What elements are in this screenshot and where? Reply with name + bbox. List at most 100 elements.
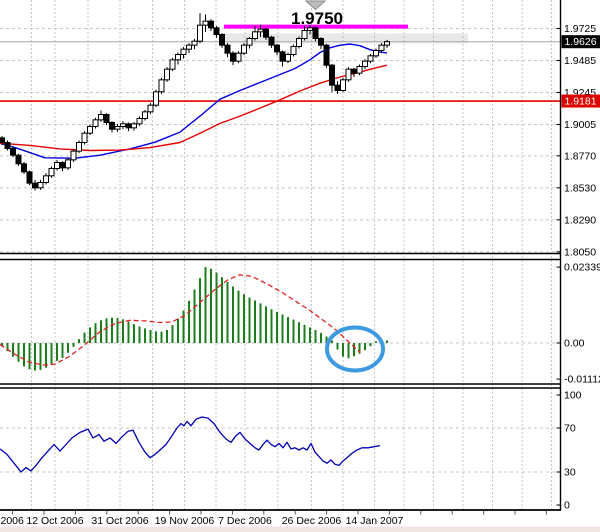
candle-bull <box>81 132 88 144</box>
time-axis-label: 7 Dec 2006 <box>218 515 272 527</box>
candle-bear <box>323 44 330 66</box>
candle-bull <box>147 104 154 113</box>
candle-bull <box>164 68 170 81</box>
price-axis-label: 1.9725 <box>564 23 596 35</box>
osma-axis[interactable]: 0.02339 0.00 -0.01112 <box>556 262 600 386</box>
candle-bull <box>257 28 264 33</box>
candle-bear <box>4 142 11 149</box>
price-axis-label: 1.8290 <box>564 214 596 226</box>
candle-bull <box>197 24 203 42</box>
candle-bear <box>279 51 286 62</box>
oscillator-axis-label: 30 <box>564 467 576 479</box>
time-axis-label: 31 Oct 2006 <box>91 515 148 527</box>
candle-bull <box>301 30 308 39</box>
candle-bull <box>142 111 148 120</box>
candle-bear <box>268 36 275 46</box>
osma-axis-label: 0.02339 <box>564 262 600 274</box>
candle-bear <box>0 137 5 143</box>
candle-bull <box>175 54 181 61</box>
candle-bull <box>307 27 313 32</box>
candle-bear <box>224 44 231 54</box>
current-price-tag: 1.9626 <box>561 35 600 49</box>
candle-bull <box>235 52 242 62</box>
oscillator-axis-label: 70 <box>564 423 576 435</box>
time-axis-label: 26 Dec 2006 <box>282 515 342 527</box>
candle-bull <box>296 38 302 47</box>
window-bottom-strip <box>0 526 600 532</box>
arrow-down-marker[interactable] <box>304 0 327 11</box>
candle-bear <box>230 52 236 62</box>
candle-bull <box>373 50 379 57</box>
highlight-ellipse[interactable] <box>325 325 385 373</box>
price-axis-label: 1.8530 <box>564 182 596 194</box>
candle-bull <box>356 66 363 74</box>
candle-bear <box>351 68 357 74</box>
price-axis-label: 1.9485 <box>564 55 596 67</box>
candle-bull <box>136 118 143 125</box>
price-axis-label: 1.8050 <box>564 246 596 258</box>
candles[interactable] <box>0 13 390 191</box>
candle-bear <box>103 114 110 123</box>
price-axis-label: 1.9005 <box>564 119 596 131</box>
time-axis-label: 14 Jan 2007 <box>346 515 404 527</box>
candle-bull <box>241 44 247 54</box>
candle-bull <box>285 54 291 62</box>
candle-bear <box>32 182 38 189</box>
candle-bear <box>15 154 22 165</box>
candle-bull <box>367 55 374 62</box>
time-axis[interactable]: 2006 12 Oct 2006 31 Oct 2006 19 Nov 2006 7 D… <box>1 510 547 528</box>
candle-bear <box>329 64 335 86</box>
candle-bull <box>169 59 176 70</box>
candle-bear <box>26 171 33 184</box>
candle-bull <box>378 44 385 52</box>
candle-bear <box>312 27 319 40</box>
ma-slow-line <box>0 64 388 152</box>
time-axis-label: 12 Oct 2006 <box>26 515 83 527</box>
resistance-highlight-band <box>222 33 468 44</box>
time-axis-label: 2006 <box>1 515 25 527</box>
time-axis-label: 19 Nov 2006 <box>155 515 215 527</box>
candle-bull <box>48 168 55 177</box>
stop-level-tag: 1.9181 <box>561 94 600 108</box>
panel-borders <box>0 0 562 511</box>
price-axis[interactable]: 1.97251.94851.92451.90051.87701.85301.82… <box>556 23 597 258</box>
oscillator-axis-label: 0 <box>564 500 570 512</box>
candle-bull <box>54 162 60 169</box>
candle-bull <box>384 41 390 46</box>
candle-bull <box>131 123 137 129</box>
candle-bear <box>213 27 220 36</box>
candle-bull <box>92 119 99 128</box>
oscillator-axis-label: 100 <box>564 390 582 402</box>
candle-bull <box>252 31 258 40</box>
candle-bear <box>125 123 132 129</box>
svg-text:1.9181: 1.9181 <box>564 96 596 108</box>
candle-bull <box>65 159 71 169</box>
vertical-gridlines <box>31 0 552 510</box>
candle-bull <box>158 79 165 93</box>
oscillator-axis[interactable]: 100 70 30 0 <box>556 390 582 512</box>
candle-bull <box>87 126 93 134</box>
candle-bull <box>362 60 368 68</box>
candle-bull <box>191 40 198 46</box>
candle-bull <box>43 175 49 183</box>
candle-bear <box>10 148 16 156</box>
candle-bear <box>109 122 115 130</box>
candle-bear <box>208 20 214 29</box>
candle-bull <box>290 46 297 55</box>
ma-fast-line <box>0 43 388 159</box>
candle-bull <box>186 44 192 50</box>
oscillator-line <box>0 416 381 473</box>
candle-bear <box>21 163 27 173</box>
candle-bull <box>340 79 346 92</box>
candle-bull <box>70 150 77 161</box>
osma-axis-label: -0.01112 <box>564 374 600 386</box>
candle-bull <box>246 38 253 46</box>
candle-bear <box>334 84 341 91</box>
svg-text:1.9626: 1.9626 <box>564 36 596 48</box>
candle-bull <box>114 126 121 130</box>
candle-bear <box>219 34 225 46</box>
